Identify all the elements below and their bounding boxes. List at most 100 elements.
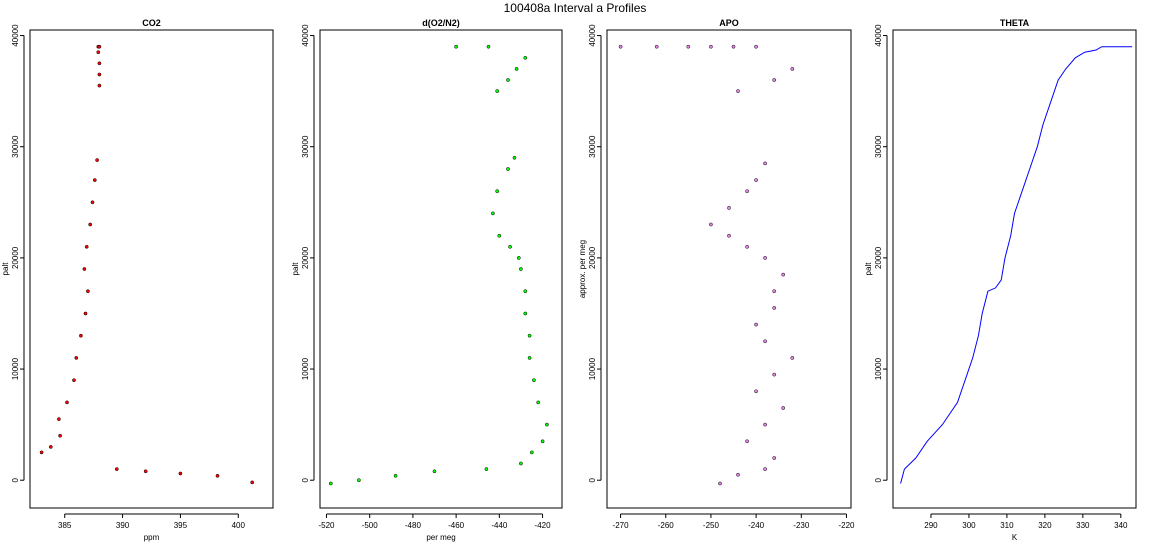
panel-2-data-point: [328, 481, 333, 486]
panel-2-x-tick-label: -500: [362, 521, 379, 530]
panel-1-x-axis-label: ppm: [144, 533, 160, 542]
panel-3-x-tick-label: -260: [658, 521, 675, 530]
panel-3-x-tick-label: -240: [748, 521, 765, 530]
panel-3-y-tick-label: 30000: [588, 135, 597, 158]
panel-1-data-point: [250, 480, 255, 485]
panel-2-data-point: [519, 267, 523, 271]
panel-2-y-tick-label: 30000: [301, 135, 310, 158]
panel-2-data-point: [506, 167, 510, 171]
panel-3-data-point: [654, 44, 659, 49]
panel-1-data-point: [39, 450, 44, 455]
panel-1-y-tick-label: 30000: [11, 135, 20, 158]
panel-3-y-tick-label: 10000: [588, 357, 597, 380]
panel-3-data-point: [772, 289, 777, 294]
panel-1-data-point: [86, 289, 90, 294]
panel-1-data-point: [83, 311, 88, 316]
panel-3-data-point: [754, 322, 758, 327]
panel-3-data-point: [763, 161, 767, 166]
panel-2-x-tick-label: -520: [318, 521, 335, 530]
panel-1-title: CO2: [142, 18, 161, 28]
panel-3-data-point: [618, 44, 623, 49]
panel-3-y-tick-label: 20000: [588, 246, 597, 269]
panel-2-data-point: [514, 67, 519, 71]
panel-1-x-tick-label: 385: [58, 521, 72, 530]
panel-2-data-point: [512, 155, 517, 160]
panel-3-x-tick-label: -250: [703, 521, 720, 530]
panel-3-data-point: [727, 206, 731, 210]
panel-2-data-point: [454, 44, 458, 49]
panel-4-y-tick-label: 40000: [874, 24, 883, 47]
panel-1-x-tick-label: 390: [116, 521, 130, 530]
panel-2-data-point: [432, 469, 437, 474]
panel-4-x-tick-label: 330: [1076, 521, 1090, 530]
panel-2-data-point: [484, 467, 489, 471]
panel-3-data-point: [745, 439, 749, 444]
panel-4-series-line: [900, 46, 1133, 484]
panel-1-frame: [29, 29, 274, 509]
panel-3-data-point: [686, 44, 691, 49]
panel-3-data-point: [772, 456, 777, 460]
panel-4-x-tick-label: 340: [1114, 521, 1128, 530]
panel-2-data-point: [540, 439, 545, 444]
panel-3-frame: [606, 29, 852, 509]
panel-1-data-point: [72, 378, 76, 383]
panel-1-data-point: [97, 83, 102, 88]
panel-1-data-point: [143, 469, 148, 474]
panel-3-data-point: [790, 67, 795, 71]
panel-4-y-tick-label: 20000: [874, 246, 883, 269]
panel-2-data-point: [529, 450, 534, 455]
panel-4-x-tick-label: 300: [962, 521, 976, 530]
panel-2-data-point: [495, 89, 500, 93]
panel-1-y-tick-label: 10000: [11, 357, 20, 380]
panel-2-y-tick-label: 20000: [301, 246, 310, 269]
panel-3-data-point: [772, 306, 777, 310]
panel-2-data-point: [527, 356, 532, 360]
panel-2-y-tick-label: 0: [301, 477, 310, 482]
panel-4-y-tick-label: 30000: [874, 135, 883, 158]
panel-1-data-point: [97, 72, 102, 77]
panel-1-data-point: [97, 61, 102, 66]
panel-2-data-point: [495, 189, 500, 194]
panel-2-data-point: [516, 256, 521, 260]
panel-1-data-point: [88, 222, 93, 227]
panel-1-x-tick-label: 395: [174, 521, 188, 530]
panel-3-x-tick-label: -230: [793, 521, 810, 530]
panel-3-data-point: [781, 272, 786, 277]
panel-3-data-point: [754, 44, 758, 49]
panel-2-data-point: [497, 233, 502, 238]
panel-3-data-point: [731, 44, 736, 49]
panel-2-data-point: [491, 211, 495, 216]
panel-3-data-point: [709, 44, 713, 49]
panel-3-data-point: [772, 78, 777, 82]
panel-3-y-axis-label: approx. per meg: [578, 240, 587, 298]
panel-2-x-tick-label: -480: [405, 521, 422, 530]
panel-3-data-point: [745, 244, 749, 249]
panel-2-data-point: [527, 333, 532, 338]
panel-4-y-axis-label: palt: [864, 262, 873, 276]
panel-3-data-point: [727, 233, 731, 238]
panel-4-x-tick-label: 310: [1000, 521, 1014, 530]
panel-1-data-point: [114, 467, 119, 471]
panel-3-y-tick-label: 0: [588, 477, 597, 482]
panel-4-x-tick-label: 290: [924, 521, 938, 530]
panel-3-data-point: [718, 481, 722, 486]
panel-3-data-point: [736, 89, 740, 93]
panel-2-title: d(O2/N2): [422, 18, 460, 28]
panel-3-x-tick-label: -270: [613, 521, 630, 530]
panel-2-data-point: [523, 55, 528, 60]
panel-2-y-tick-label: 10000: [301, 357, 310, 380]
panel-4-y-tick-label: 0: [874, 477, 883, 482]
panel-1-data-point: [90, 200, 95, 205]
panel-3-x-tick-label: -220: [838, 521, 855, 530]
panel-4-title: THETA: [1000, 18, 1030, 28]
panel-1-data-point: [84, 244, 89, 249]
panel-1-data-point: [96, 50, 101, 55]
panel-1-data-point: [92, 178, 97, 182]
panel-1-data-point: [215, 473, 220, 478]
panel-2-data-point: [508, 244, 512, 249]
panel-1-data-point: [57, 417, 61, 421]
panel-2-x-tick-label: -460: [448, 521, 465, 530]
panel-2-data-point: [393, 473, 398, 478]
panel-2-x-axis-label: per meg: [426, 533, 455, 542]
panel-1-data-point: [58, 433, 62, 438]
